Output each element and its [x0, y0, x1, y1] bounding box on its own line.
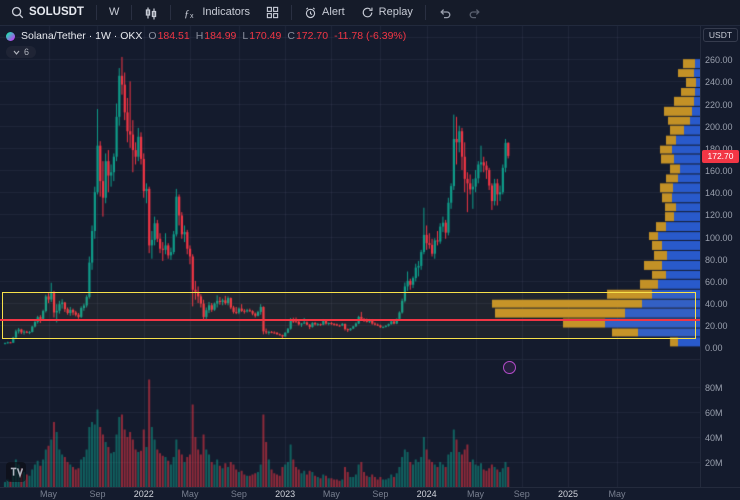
- symbol-title[interactable]: Solana/Tether · 1W · OKX: [21, 30, 143, 42]
- svg-text:x: x: [190, 13, 194, 20]
- indicator-templates-button[interactable]: [259, 3, 286, 22]
- time-tick: Sep: [89, 489, 106, 499]
- alert-button[interactable]: Alert: [297, 3, 352, 22]
- ohlc-low: L 170.49: [242, 30, 282, 42]
- toolbar-separator: [424, 5, 426, 20]
- toolbar-separator: [291, 5, 293, 20]
- drawing-horizontal-line[interactable]: [0, 318, 700, 321]
- last-price-label: 172.70: [702, 149, 739, 163]
- volume-tick: 20M: [705, 458, 723, 468]
- ohlc-high: H 184.99: [195, 30, 237, 42]
- alert-label: Alert: [322, 6, 345, 18]
- candlestick-chart-icon: [146, 7, 157, 19]
- redo-button[interactable]: [461, 3, 489, 23]
- change-value: -11.78 (-6.39%): [334, 30, 407, 42]
- time-tick: May: [467, 489, 485, 499]
- price-tick: 120.00: [705, 210, 733, 221]
- solana-logo: [6, 31, 15, 41]
- price-chart-canvas[interactable]: [0, 26, 700, 487]
- volume-tick: 40M: [705, 433, 723, 443]
- price-axis[interactable]: USDT 260.00 240.00 220.00 200.00 180.00 160.0…: [700, 26, 740, 487]
- price-tick: 100.00: [705, 232, 733, 243]
- alarm-clock-icon: [305, 7, 316, 19]
- price-tick: 180.00: [705, 143, 733, 154]
- price-tick: 140.00: [705, 188, 733, 199]
- symbol-search-button[interactable]: SOLUSDT: [4, 3, 91, 22]
- templates-grid-icon: [266, 6, 279, 19]
- time-tick: 2025: [558, 489, 579, 499]
- price-tick: 260.00: [705, 55, 733, 66]
- undo-button[interactable]: [431, 3, 459, 23]
- timeframe-button[interactable]: W: [102, 4, 126, 21]
- chart-legend: Solana/Tether · 1W · OKX O 184.51 H 184.99…: [6, 30, 406, 42]
- time-tick: Sep: [230, 489, 247, 499]
- symbol-name: SOLUSDT: [29, 5, 84, 18]
- volume-tick: 60M: [705, 408, 723, 418]
- currency-unit-button[interactable]: USDT: [703, 28, 738, 42]
- drawing-ellipse[interactable]: [502, 360, 516, 374]
- price-tick: 200.00: [705, 121, 733, 132]
- replay-button[interactable]: Replay: [354, 3, 420, 22]
- indicators-collapsed-pill[interactable]: 6: [6, 46, 37, 58]
- price-tick: 60.00: [705, 276, 728, 287]
- indicators-label: Indicators: [202, 6, 251, 18]
- redo-arrow-icon: [469, 8, 480, 18]
- price-tick: 220.00: [705, 99, 733, 110]
- chart-type-button[interactable]: [137, 3, 165, 23]
- price-tick: 20.00: [705, 321, 728, 332]
- time-tick: May: [40, 489, 58, 499]
- replay-label: Replay: [378, 6, 413, 18]
- time-tick: May: [608, 489, 626, 499]
- price-tick: 0.00: [705, 343, 723, 354]
- replay-icon: [362, 7, 373, 18]
- ohlc-open: O 184.51: [148, 30, 190, 42]
- time-tick: 2022: [133, 489, 154, 499]
- time-axis[interactable]: May Sep 2022 May Sep 2023 May Sep 2024 May Sep 2025…: [0, 487, 740, 500]
- ohlc-close: C 172.70: [287, 30, 329, 42]
- price-tick: 160.00: [705, 166, 733, 177]
- undo-arrow-icon: [440, 8, 451, 18]
- time-tick: 2024: [416, 489, 437, 499]
- time-tick: Sep: [513, 489, 530, 499]
- toolbar-separator: [131, 5, 133, 20]
- chevron-down-icon: [13, 50, 20, 55]
- price-tick: 240.00: [705, 77, 733, 88]
- chart-pane[interactable]: Solana/Tether · 1W · OKX O 184.51 H 184.99…: [0, 26, 700, 487]
- price-tick: 80.00: [705, 254, 728, 265]
- volume-tick: 80M: [705, 383, 723, 393]
- indicator-count: 6: [24, 47, 30, 57]
- toolbar-separator: [95, 5, 97, 20]
- time-tick: May: [181, 489, 199, 499]
- tradingview-logo[interactable]: [6, 462, 26, 482]
- time-tick: Sep: [372, 489, 389, 499]
- time-tick: 2023: [275, 489, 296, 499]
- time-tick: May: [322, 489, 340, 499]
- search-icon: [11, 6, 24, 19]
- tradingview-mark-icon: [10, 467, 23, 478]
- price-tick: 40.00: [705, 299, 728, 310]
- svg-text:ƒ: ƒ: [184, 8, 190, 20]
- drawing-rectangle[interactable]: [2, 291, 696, 339]
- toolbar-separator: [170, 5, 172, 20]
- chart-region: Solana/Tether · 1W · OKX O 184.51 H 184.99…: [0, 26, 740, 487]
